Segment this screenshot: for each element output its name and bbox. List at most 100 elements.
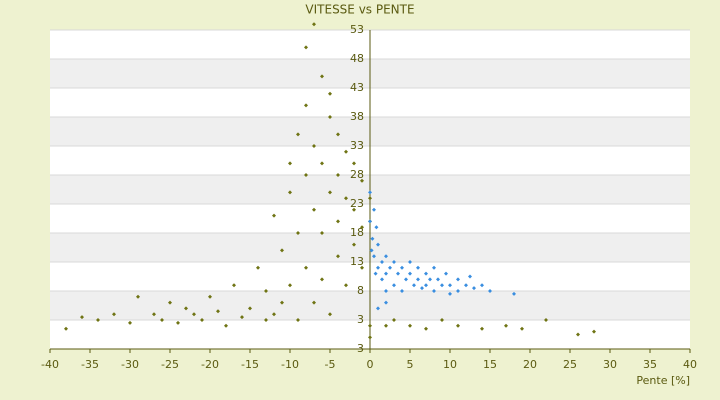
point xyxy=(80,315,84,320)
point xyxy=(248,306,252,311)
point xyxy=(384,323,388,328)
point xyxy=(280,300,284,305)
point xyxy=(374,225,379,230)
point xyxy=(392,318,396,322)
point xyxy=(380,260,384,264)
point xyxy=(224,323,228,328)
point xyxy=(388,265,392,270)
point xyxy=(232,283,236,288)
point xyxy=(320,231,324,235)
point xyxy=(320,74,324,79)
point xyxy=(408,323,412,328)
point xyxy=(256,265,260,270)
point xyxy=(312,22,316,27)
x-tick-label: 35 xyxy=(643,358,657,371)
y-tick-label: 53 xyxy=(350,23,364,36)
x-tick-label: 15 xyxy=(483,358,497,371)
point xyxy=(336,132,340,137)
x-tick-label: -5 xyxy=(325,358,336,371)
point xyxy=(392,260,396,264)
point xyxy=(328,312,332,317)
y-tick-label: 28 xyxy=(350,168,364,181)
x-tick-label: -35 xyxy=(81,358,99,371)
point xyxy=(312,300,316,305)
y-tick-label: 23 xyxy=(350,197,364,210)
point xyxy=(448,283,452,288)
x-tick-label: -10 xyxy=(281,358,299,371)
point xyxy=(288,190,292,195)
point xyxy=(408,271,412,276)
point xyxy=(424,271,428,276)
point xyxy=(360,225,364,230)
point xyxy=(464,283,468,288)
point xyxy=(368,335,372,340)
point xyxy=(168,300,172,305)
point xyxy=(520,326,524,331)
point xyxy=(416,277,420,282)
point xyxy=(368,196,372,201)
point xyxy=(136,294,140,299)
point xyxy=(424,326,428,331)
point xyxy=(312,207,316,212)
point xyxy=(344,283,348,288)
y-tick-label: 3 xyxy=(357,313,364,326)
point xyxy=(504,323,508,328)
point xyxy=(376,242,380,247)
point xyxy=(352,242,356,247)
point xyxy=(369,248,374,253)
point xyxy=(360,178,364,183)
point xyxy=(448,291,452,296)
point xyxy=(304,103,308,108)
point xyxy=(456,323,460,328)
point xyxy=(372,207,376,212)
point xyxy=(456,289,460,293)
point xyxy=(384,300,388,305)
point xyxy=(488,289,492,293)
y-tick-label: 48 xyxy=(350,52,364,65)
point xyxy=(468,274,472,279)
point xyxy=(272,213,276,218)
point xyxy=(472,286,476,291)
point xyxy=(373,271,378,276)
point xyxy=(384,254,388,259)
x-tick-label: 10 xyxy=(443,358,457,371)
x-tick-label: 20 xyxy=(523,358,537,371)
y-tick-label: 18 xyxy=(350,226,364,239)
point xyxy=(288,161,292,166)
x-tick-label: -20 xyxy=(201,358,219,371)
x-tick-label: -30 xyxy=(121,358,139,371)
x-tick-label: -25 xyxy=(161,358,179,371)
point xyxy=(304,45,308,50)
y-tick-label: 8 xyxy=(357,284,364,297)
point xyxy=(264,289,268,293)
point xyxy=(576,332,580,337)
point xyxy=(428,277,432,282)
point xyxy=(368,219,372,224)
point xyxy=(432,289,436,293)
point xyxy=(416,265,420,270)
point xyxy=(384,271,388,276)
point xyxy=(360,265,364,270)
point xyxy=(272,312,276,317)
point xyxy=(304,173,308,177)
point xyxy=(352,207,356,212)
point xyxy=(296,132,300,137)
point xyxy=(384,289,388,293)
point xyxy=(304,265,308,270)
x-axis-label: Pente [%] xyxy=(636,374,690,387)
point xyxy=(264,318,268,322)
point xyxy=(128,320,132,325)
point xyxy=(444,271,448,276)
y-tick-label: 43 xyxy=(350,81,364,94)
point xyxy=(320,277,324,282)
point xyxy=(440,318,444,322)
point xyxy=(312,144,316,148)
x-tick-label: -40 xyxy=(41,358,59,371)
point xyxy=(328,115,332,119)
point xyxy=(328,91,332,96)
point xyxy=(200,318,204,322)
point xyxy=(344,196,348,201)
point xyxy=(280,248,284,253)
point xyxy=(240,315,244,320)
